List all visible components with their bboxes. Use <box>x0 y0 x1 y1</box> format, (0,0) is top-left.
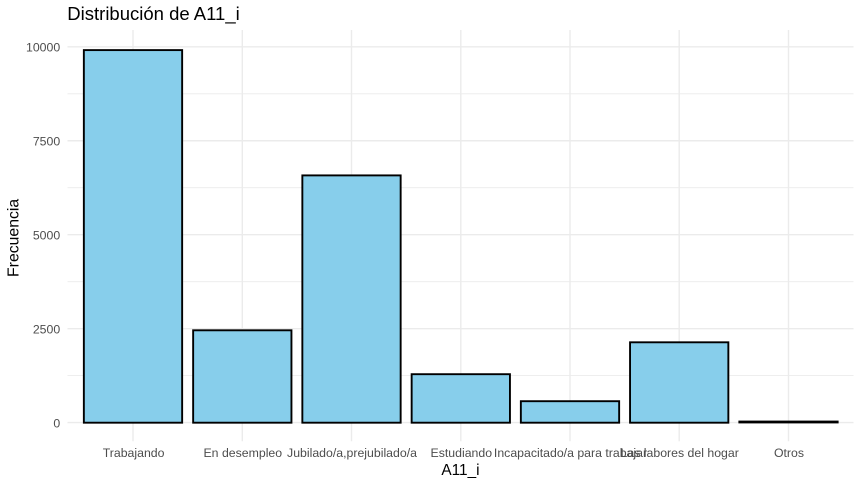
svg-text:2500: 2500 <box>33 322 61 336</box>
svg-text:5000: 5000 <box>33 229 61 243</box>
svg-text:10000: 10000 <box>26 41 60 55</box>
svg-text:0: 0 <box>53 416 60 430</box>
svg-text:Distribución de A11_i: Distribución de A11_i <box>67 3 239 25</box>
svg-text:Las labores del hogar: Las labores del hogar <box>621 446 739 460</box>
svg-text:Frecuencia: Frecuencia <box>5 199 22 277</box>
svg-text:Trabajando: Trabajando <box>103 446 165 460</box>
svg-text:Estudiando: Estudiando <box>431 446 493 460</box>
svg-text:A11_i: A11_i <box>441 462 479 479</box>
svg-text:Incapacitado/a para trabajar: Incapacitado/a para trabajar <box>494 446 647 460</box>
svg-text:En desempleo: En desempleo <box>203 446 282 460</box>
svg-text:7500: 7500 <box>33 135 61 149</box>
svg-text:Otros: Otros <box>774 446 804 460</box>
svg-text:Jubilado/a,prejubilado/a: Jubilado/a,prejubilado/a <box>287 446 417 460</box>
